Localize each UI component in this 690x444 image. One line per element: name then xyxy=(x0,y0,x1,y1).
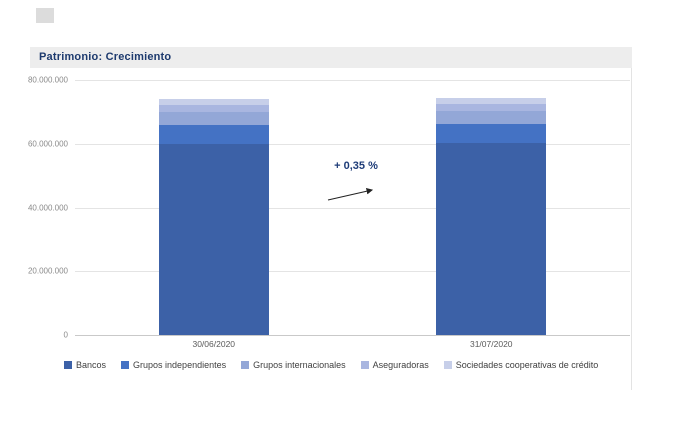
bar-segment xyxy=(436,98,547,104)
gridline xyxy=(75,143,630,145)
bar-segment xyxy=(158,111,269,125)
legend-swatch xyxy=(64,361,72,369)
bar-segment xyxy=(436,123,547,144)
legend-item: Bancos xyxy=(64,360,106,370)
x-tick-label: 30/06/2020 xyxy=(192,339,236,349)
legend-item: Grupos independientes xyxy=(121,360,226,370)
gridline xyxy=(75,271,630,273)
legend-label: Bancos xyxy=(76,360,107,370)
bar-segment xyxy=(436,143,547,335)
bar-segment xyxy=(158,124,269,144)
bar-segment xyxy=(436,111,547,124)
chart-title-bar: Patrimonio: Crecimiento xyxy=(30,47,632,68)
x-axis-line xyxy=(75,335,630,336)
stacked-bar xyxy=(158,99,269,335)
growth-arrow xyxy=(327,188,374,201)
growth-annotation: + 0,35 % xyxy=(334,160,378,172)
legend-swatch xyxy=(241,361,250,369)
chart-panel: 80.000.000 60.000.000 40.000.000 20.000.000… xyxy=(27,68,632,390)
legend-label: Aseguradoras xyxy=(372,360,429,370)
gridline xyxy=(75,207,630,209)
y-tick-label: 60.000.000 xyxy=(27,139,68,149)
legend-item: Grupos internacionales xyxy=(241,360,346,370)
legend-label: Sociedades cooperativas de crédito xyxy=(455,360,599,370)
legend: Bancos Grupos independientes Grupos intern… xyxy=(64,360,598,370)
gridline xyxy=(75,80,630,81)
bar-segment xyxy=(436,103,547,112)
legend-label: Grupos independientes xyxy=(133,360,227,370)
legend-label: Grupos internacionales xyxy=(253,360,346,370)
plot-area: + 0,35 % 30/06/2020 31/07/2020 xyxy=(75,80,630,349)
y-tick-label: 40.000.000 xyxy=(27,203,68,212)
legend-item: Sociedades cooperativas de crédito xyxy=(443,360,599,370)
y-tick-label: 20.000.000 xyxy=(27,266,68,276)
legend-swatch xyxy=(443,361,452,369)
bar-segment xyxy=(158,143,269,335)
x-tick-label: 31/07/2020 xyxy=(469,339,513,349)
legend-swatch xyxy=(360,361,369,369)
stacked-bar xyxy=(436,98,547,335)
logo-placeholder xyxy=(36,8,54,23)
y-tick-label: 0 xyxy=(63,330,68,340)
bar-segment xyxy=(158,104,269,112)
legend-item: Aseguradoras xyxy=(360,360,429,370)
y-axis: 80.000.000 60.000.000 40.000.000 20.000.000… xyxy=(27,76,68,340)
y-tick-label: 80.000.000 xyxy=(27,75,68,85)
legend-swatch xyxy=(121,361,130,369)
bar-segment xyxy=(158,99,269,105)
chart-title: Patrimonio: Crecimiento xyxy=(39,51,172,63)
